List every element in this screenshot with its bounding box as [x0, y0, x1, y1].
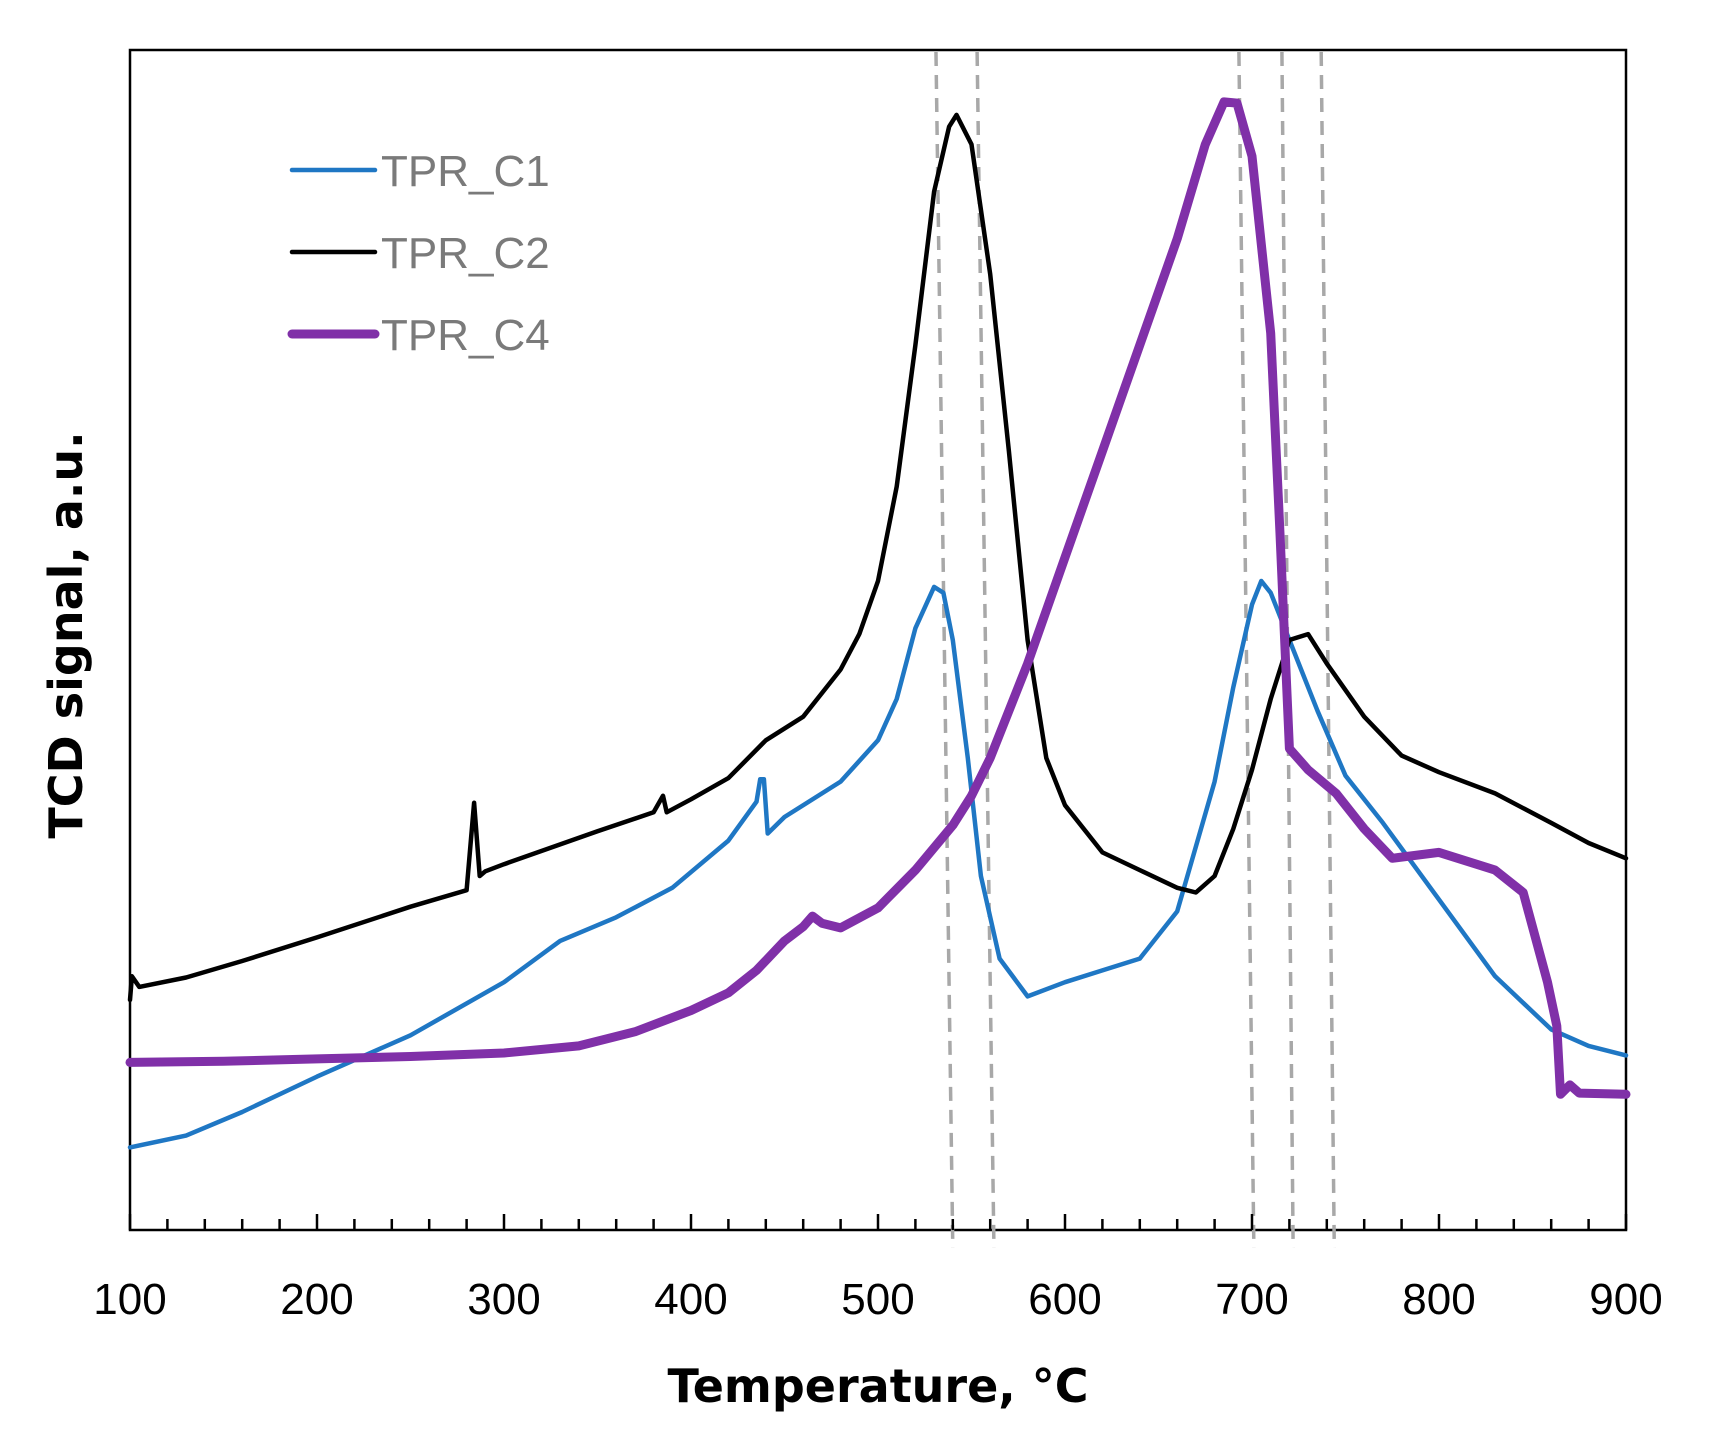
x-tick-label: 400 [654, 1275, 727, 1324]
x-axis-title: Temperature, °C [667, 1359, 1088, 1413]
legend-label-tpr-c4: TPR_C4 [381, 311, 550, 360]
legend-label-tpr-c2: TPR_C2 [381, 229, 550, 278]
series-line-tpr-c4 [125, 97, 1631, 1099]
legend-label-tpr-c1: TPR_C1 [381, 147, 550, 196]
dashed-reference-line-3 [1237, 51, 1256, 1249]
dashed-reference-line-2 [975, 51, 996, 1249]
x-tick-label: 600 [1028, 1275, 1101, 1324]
x-tick-label: 100 [93, 1275, 166, 1324]
dashed-reference-line-5 [1319, 51, 1337, 1249]
x-tick-label: 800 [1402, 1275, 1475, 1324]
dashed-reference-line-1 [934, 51, 955, 1249]
x-tick-label: 500 [841, 1275, 914, 1324]
series-layer [125, 97, 1631, 1150]
series-line-tpr-c1 [127, 578, 1629, 1150]
x-tick-label: 900 [1589, 1275, 1662, 1324]
y-axis-title: TCD signal, a.u. [39, 431, 93, 838]
x-tick-label: 300 [467, 1275, 540, 1324]
plot-area [128, 48, 1628, 1232]
x-axis: 100 200 300 400 500 600 700 800 900 [93, 1214, 1663, 1324]
series-line-tpr-c2 [127, 112, 1629, 1003]
x-tick-label: 700 [1215, 1275, 1288, 1324]
legend: TPR_C1 TPR_C2 TPR_C4 [287, 147, 550, 360]
x-tick-label: 200 [280, 1275, 353, 1324]
